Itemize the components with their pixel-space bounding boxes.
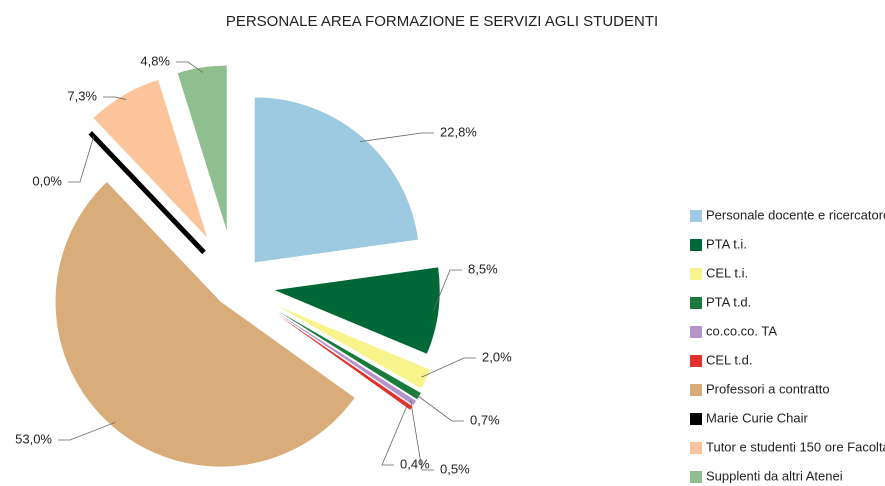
leader-line [421,357,476,378]
data-label: 8,5% [468,261,498,276]
legend-swatch [690,355,702,367]
legend-label: CEL t.i. [706,265,748,280]
leader-line [414,393,464,422]
leader-line [58,421,116,441]
legend-label: PTA t.i. [706,236,747,251]
chart-title: PERSONALE AREA FORMAZIONE E SERVIZI AGLI… [226,13,658,30]
legend-label: co.co.co. TA [706,323,777,338]
legend-swatch [690,413,702,425]
data-label: 0,5% [440,461,470,476]
legend-swatch [690,268,702,280]
pie-slice [277,310,421,400]
leader-line [176,61,203,73]
legend-swatch [690,384,702,396]
legend-label: Personale docente e ricercatore [706,207,885,222]
legend-swatch [690,471,702,483]
pie-slice [55,182,355,467]
legend-label: CEL t.d. [706,352,752,367]
pie-slice [254,97,419,263]
pie-slice [93,80,208,238]
leader-line [68,136,95,183]
legend-swatch [690,239,702,251]
legend-label: Supplenti da altri Atenei [706,468,843,483]
legend-label: Professori a contratto [706,381,830,396]
data-label: 53,0% [15,431,52,446]
legend-label: Tutor e studenti 150 ore Facoltà [706,439,885,454]
data-label: 0,0% [32,173,62,188]
data-label: 0,7% [470,412,500,427]
pie-slice [278,306,431,389]
legend-label: Marie Curie Chair [706,410,809,425]
leader-line [381,405,408,466]
data-label: 7,3% [67,88,97,103]
leader-line [410,400,434,471]
data-label: 0,4% [400,456,430,471]
leader-line [103,96,127,100]
pie-slice [274,267,440,354]
legend-swatch [690,297,702,309]
pie-slice [88,131,206,255]
data-label: 22,8% [440,124,477,139]
pie-slice [177,65,227,231]
data-label: 2,0% [482,349,512,364]
leader-line [433,269,462,311]
pie-slice [275,313,413,410]
legend-swatch [690,326,702,338]
legend-label: PTA t.d. [706,294,751,309]
pie-slice [276,312,417,406]
legend-swatch [690,210,702,222]
legend-swatch [690,442,702,454]
leader-line [359,132,434,143]
data-label: 4,8% [140,53,170,68]
